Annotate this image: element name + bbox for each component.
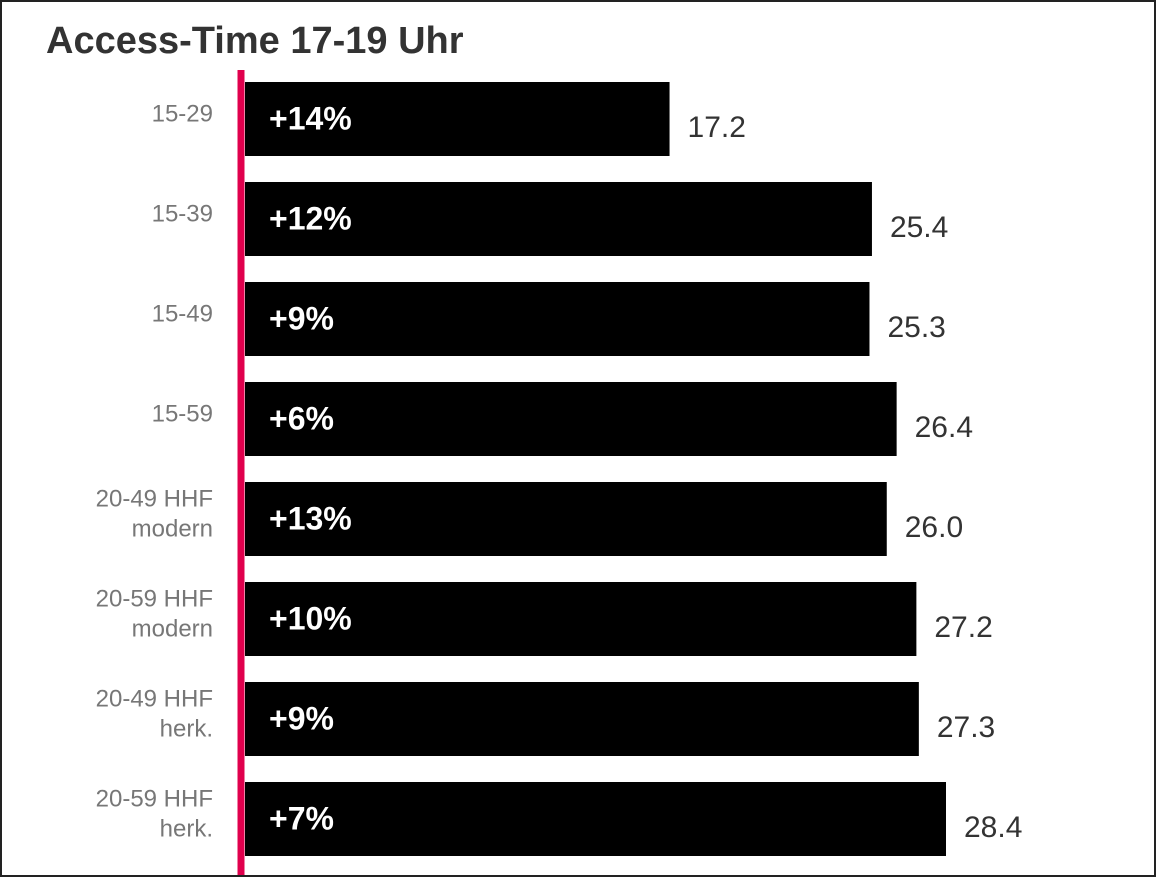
bar (245, 382, 897, 456)
category-label: modern (132, 515, 213, 542)
category-label: 20-49 HHF (96, 685, 213, 712)
category-label: 15-49 (152, 300, 213, 327)
category-label: 15-39 (152, 200, 213, 227)
category-label: herk. (160, 815, 213, 842)
bar (245, 682, 919, 756)
value-label: 28.4 (964, 811, 1022, 844)
category-label: 20-59 HHF (96, 585, 213, 612)
bar-label: +9% (269, 700, 334, 736)
value-label: 26.4 (915, 411, 973, 444)
bar (245, 282, 870, 356)
category-label: 20-59 HHF (96, 785, 213, 812)
category-label: modern (132, 615, 213, 642)
category-label: herk. (160, 715, 213, 742)
value-label: 27.3 (937, 711, 995, 744)
category-label: 20-49 HHF (96, 485, 213, 512)
bar-label: +12% (269, 200, 352, 236)
category-label: 15-59 (152, 400, 213, 427)
bar-label: +14% (269, 100, 352, 136)
bar (245, 182, 872, 256)
category-label: 15-29 (152, 100, 213, 127)
bar-label: +7% (269, 800, 334, 836)
bar (245, 82, 670, 156)
value-label: 25.3 (887, 311, 945, 344)
chart-title: Access-Time 17-19 Uhr (46, 20, 464, 62)
value-label: 26.0 (905, 511, 963, 544)
value-label: 27.2 (934, 611, 992, 644)
bar (245, 482, 887, 556)
bar-label: +9% (269, 300, 334, 336)
bar-label: +6% (269, 400, 334, 436)
value-label: 25.4 (890, 211, 948, 244)
bar-label: +13% (269, 500, 352, 536)
value-label: 17.2 (688, 111, 746, 144)
bar (245, 582, 917, 656)
bar (245, 782, 946, 856)
bar-label: +10% (269, 600, 352, 636)
